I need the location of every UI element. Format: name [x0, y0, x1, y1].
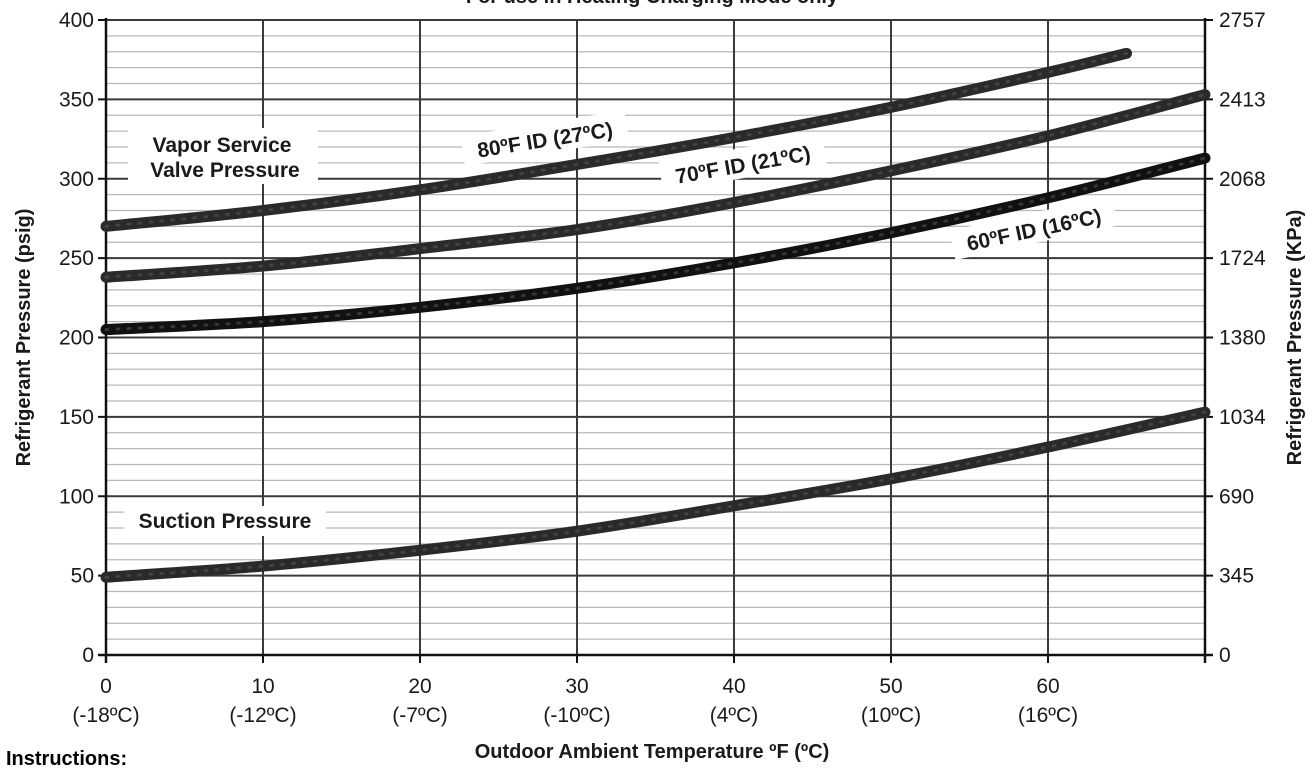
x-tick-sublabel: (10ºC): [861, 704, 921, 727]
x-tick-label: 0: [100, 675, 112, 698]
y2-tick-label: 0: [1219, 644, 1231, 667]
x-tick-sublabel: (-7ºC): [392, 704, 448, 727]
y2-axis-title: Refrigerant Pressure (KPa): [1284, 210, 1306, 466]
series-80f-id-label-bg: [460, 110, 630, 166]
y-tick-label: 200: [59, 327, 94, 350]
y-tick-label: 150: [59, 406, 94, 429]
vapor-annotation-line1: Vapor Service: [153, 134, 292, 157]
y-tick-label: 400: [59, 9, 94, 32]
vapor-annotation-line2: Valve Pressure: [150, 159, 299, 182]
axes: 0501001502002503003504000345690103413801…: [59, 9, 1266, 727]
y2-tick-label: 1034: [1219, 406, 1266, 429]
chart-title: For use in Heating Charging Mode only: [466, 0, 839, 8]
x-tick-sublabel: (-12ºC): [229, 704, 296, 727]
series-70f-id-texture: [104, 93, 1207, 279]
x-tick-sublabel: (-18ºC): [72, 704, 139, 727]
x-axis-title: Outdoor Ambient Temperature ºF (ºC): [475, 741, 830, 763]
x-tick-label: 10: [251, 675, 274, 698]
series-60f-id-texture: [104, 156, 1207, 332]
y2-tick-label: 1724: [1219, 247, 1266, 270]
series-70f-id-label-bg: [658, 133, 827, 193]
x-tick-sublabel: (4ºC): [710, 704, 759, 727]
y-tick-label: 50: [71, 565, 94, 588]
x-tick-label: 60: [1036, 675, 1059, 698]
y2-tick-label: 1380: [1219, 327, 1266, 350]
series-suction-pressure-line: [100, 406, 1211, 583]
y2-tick-label: 2068: [1219, 168, 1266, 191]
x-tick-label: 50: [879, 675, 902, 698]
y2-tick-label: 690: [1219, 485, 1254, 508]
series-layer: [100, 47, 1211, 583]
y-tick-label: 100: [59, 485, 94, 508]
x-tick-label: 20: [408, 675, 431, 698]
series-80f-id-texture: [104, 51, 1128, 228]
y2-tick-label: 2757: [1219, 9, 1266, 32]
y-tick-label: 300: [59, 168, 94, 191]
series-suction-pressure-texture: [104, 410, 1207, 579]
suction-annotation-bg: [124, 506, 326, 536]
instructions-label: Instructions:: [6, 748, 128, 770]
x-tick-label: 30: [565, 675, 588, 698]
suction-annotation: Suction Pressure: [139, 510, 312, 533]
y-tick-label: 350: [59, 88, 94, 111]
y2-tick-label: 345: [1219, 565, 1254, 588]
y-tick-label: 250: [59, 247, 94, 270]
series-60f-id-label-bg: [949, 196, 1118, 260]
x-tick-sublabel: (16ºC): [1018, 704, 1078, 727]
y-axis-title: Refrigerant Pressure (psig): [13, 209, 35, 467]
series-70f-id-line: [100, 89, 1211, 283]
y2-tick-label: 2413: [1219, 88, 1266, 111]
x-tick-sublabel: (-10ºC): [543, 704, 610, 727]
y-tick-label: 0: [82, 644, 94, 667]
vapor-annotation-bg: [128, 128, 318, 184]
x-tick-label: 40: [722, 675, 745, 698]
